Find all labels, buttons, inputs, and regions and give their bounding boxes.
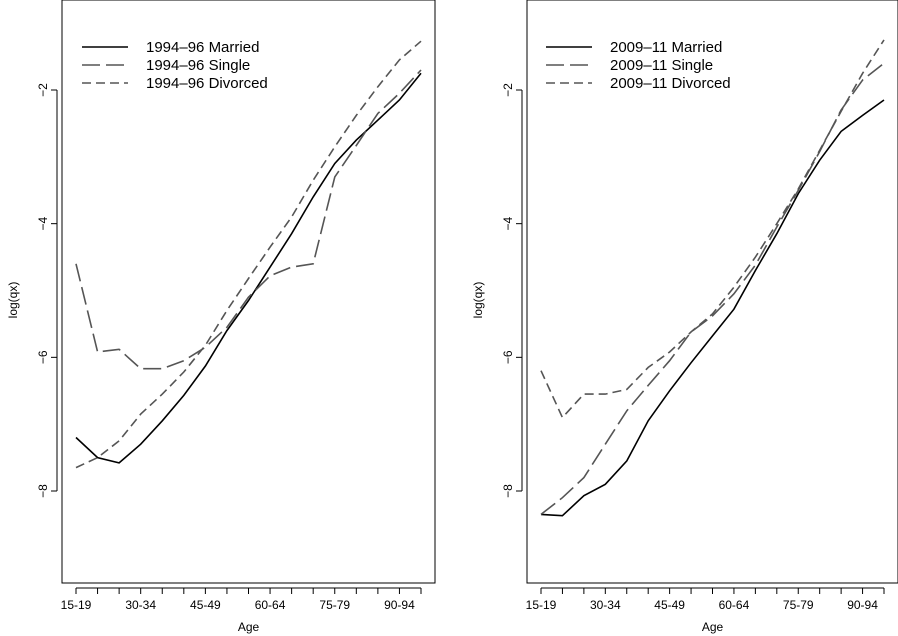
y-axis-title: log(qx) (471, 282, 485, 319)
series-line (75, 69, 422, 370)
y-tick-label: −6 (36, 350, 50, 364)
x-tick-label: 90-94 (847, 598, 878, 612)
plot-frame (526, 0, 898, 584)
series-line (540, 62, 885, 516)
x-tick-label: 15-19 (61, 598, 92, 612)
legend-label: 2009‒11 Divorced (610, 75, 731, 92)
y-tick-label: −2 (501, 83, 515, 97)
x-tick-label: 45-49 (190, 598, 221, 612)
x-tick-label: 75-79 (319, 598, 350, 612)
series-line (75, 40, 422, 469)
x-tick-label: 60-64 (255, 598, 286, 612)
x-tick-label: 75-79 (783, 598, 814, 612)
x-tick-label: 45-49 (654, 598, 685, 612)
y-tick-label: −8 (501, 484, 515, 498)
x-axis-title: Age (702, 620, 724, 634)
x-tick-label: 60-64 (719, 598, 750, 612)
right-panel: −8 −6 −4 −2 log(qx) 15-19 30-34 45-49 60-64 75-79… (471, 0, 898, 634)
x-tick-label: 30-34 (590, 598, 621, 612)
legend-label: 2009‒11 Married (610, 39, 722, 56)
x-tick-label: 90-94 (384, 598, 415, 612)
series-line (540, 99, 885, 517)
legend-label: 1994‒96 Married (146, 39, 259, 56)
x-axis-title: Age (238, 620, 260, 634)
y-tick-label: −8 (36, 484, 50, 498)
y-tick-label: −4 (36, 217, 50, 231)
legend-label: 1994‒96 Divorced (146, 75, 268, 92)
y-tick-label: −4 (501, 217, 515, 231)
x-tick-label: 30-34 (125, 598, 156, 612)
x-tick-label: 15-19 (526, 598, 557, 612)
series-line (540, 39, 885, 419)
legend-label: 2009‒11 Single (610, 57, 713, 74)
y-tick-label: −2 (36, 83, 50, 97)
y-axis-title: log(qx) (6, 282, 20, 319)
left-panel: −8 −6 −4 −2 log(qx) 15-19 30-34 45-49 60-64 75-79… (6, 0, 436, 634)
plot-frame (61, 0, 436, 584)
y-tick-label: −6 (501, 350, 515, 364)
legend-label: 1994‒96 Single (146, 57, 250, 74)
series-line (75, 72, 422, 464)
